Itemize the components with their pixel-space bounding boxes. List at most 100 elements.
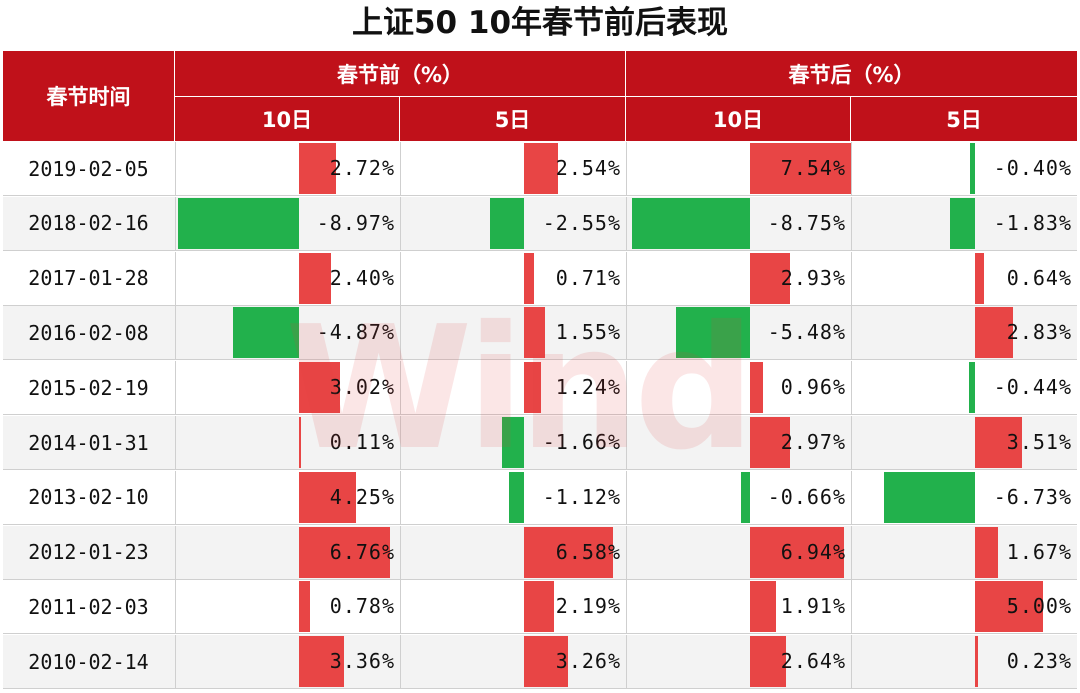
header-before: 春节前（%）: [175, 51, 625, 96]
value-cell: 4.25%: [175, 470, 400, 524]
value-label: 0.96%: [780, 375, 846, 400]
value-label: 3.02%: [329, 375, 395, 400]
value-label: 2.64%: [780, 649, 846, 674]
value-cell: 2.83%: [851, 306, 1077, 360]
table-row: 2018-02-16 -8.97% -2.55% -8.75% -1.83%: [3, 196, 1077, 251]
value-label: 1.91%: [780, 594, 846, 619]
positive-bar: [299, 143, 336, 194]
positive-bar: [750, 636, 786, 688]
positive-bar: [750, 143, 852, 194]
row-date: 2010-02-14: [28, 649, 149, 674]
value-cell: -0.66%: [626, 470, 851, 524]
value-cell: 0.96%: [626, 361, 851, 415]
row-date: 2016-02-08: [28, 320, 149, 345]
value-cell: 6.58%: [400, 525, 626, 579]
value-label: 6.76%: [329, 539, 395, 564]
value-label: -5.48%: [767, 320, 846, 345]
value-cell: -8.75%: [626, 196, 851, 250]
value-label: -6.73%: [993, 484, 1072, 509]
header-before-5d: 5日: [400, 97, 625, 141]
value-cell: 1.55%: [400, 306, 626, 360]
positive-bar: [750, 252, 790, 304]
negative-bar: [233, 307, 299, 359]
row-date: 2018-02-16: [28, 211, 149, 236]
value-cell: 2.40%: [175, 251, 400, 305]
value-cell: 2.72%: [175, 142, 400, 195]
positive-bar: [524, 362, 541, 414]
positive-bar: [299, 526, 391, 578]
positive-bar: [750, 581, 776, 633]
value-cell: -2.55%: [400, 196, 626, 250]
value-cell: 2.97%: [626, 416, 851, 469]
value-cell: 0.64%: [851, 251, 1077, 305]
negative-bar: [508, 471, 524, 523]
value-cell: 5.00%: [851, 580, 1077, 634]
negative-bar: [969, 143, 975, 194]
header-date: 春节时间: [3, 51, 174, 141]
value-label: 0.64%: [1006, 265, 1072, 290]
value-cell: 6.94%: [626, 525, 851, 579]
positive-bar: [524, 307, 545, 359]
value-cell: 2.93%: [626, 251, 851, 305]
positive-bar: [299, 417, 301, 468]
value-label: 6.94%: [780, 539, 846, 564]
value-label: -0.44%: [993, 375, 1072, 400]
value-cell: 1.91%: [626, 580, 851, 634]
value-label: 2.19%: [555, 594, 621, 619]
value-cell: 0.11%: [175, 416, 400, 469]
negative-bar: [676, 307, 750, 359]
value-cell: 0.78%: [175, 580, 400, 634]
value-label: 2.40%: [329, 265, 395, 290]
value-cell: 3.36%: [175, 635, 400, 689]
table-row: 2012-01-23 6.76% 6.58% 6.94% 1.67%: [3, 525, 1077, 580]
value-label: 5.00%: [1006, 594, 1072, 619]
value-cell: -1.12%: [400, 470, 626, 524]
value-cell: -5.48%: [626, 306, 851, 360]
table-row: 2019-02-05 2.72% 2.54% 7.54% -0.40%: [3, 142, 1077, 196]
value-label: 2.97%: [780, 430, 846, 454]
value-label: 2.93%: [780, 265, 846, 290]
value-label: 2.83%: [1006, 320, 1072, 345]
table-row: 2015-02-19 3.02% 1.24% 0.96% -0.44%: [3, 361, 1077, 416]
value-cell: 3.26%: [400, 635, 626, 689]
positive-bar: [750, 417, 791, 468]
value-label: 4.25%: [329, 484, 395, 509]
negative-bar: [741, 471, 750, 523]
positive-bar: [524, 581, 554, 633]
positive-bar: [750, 362, 763, 414]
value-label: 2.54%: [555, 156, 621, 180]
positive-bar: [975, 417, 1023, 468]
negative-bar: [489, 197, 524, 249]
positive-bar: [975, 526, 998, 578]
value-label: -1.12%: [542, 484, 621, 509]
negative-bar: [177, 197, 299, 249]
positive-bar: [975, 307, 1014, 359]
value-label: -8.75%: [767, 210, 846, 235]
row-date: 2012-01-23: [28, 540, 149, 565]
value-label: 0.11%: [329, 430, 395, 454]
value-cell: -6.73%: [851, 470, 1077, 524]
value-cell: -4.87%: [175, 306, 400, 360]
table-row: 2016-02-08 -4.87% 1.55% -5.48% 2.83%: [3, 306, 1077, 361]
value-label: 0.78%: [329, 594, 395, 619]
value-cell: 2.19%: [400, 580, 626, 634]
value-cell: 0.71%: [400, 251, 626, 305]
value-cell: 2.54%: [400, 142, 626, 195]
value-label: 7.54%: [780, 156, 846, 180]
negative-bar: [950, 197, 975, 249]
positive-bar: [299, 252, 332, 304]
header-after-5d: 5日: [851, 97, 1077, 141]
positive-bar: [524, 143, 559, 194]
value-label: 0.71%: [555, 265, 621, 290]
row-date: 2014-01-31: [28, 430, 149, 455]
value-label: -0.40%: [993, 156, 1072, 180]
value-label: -4.87%: [316, 320, 395, 345]
value-label: 0.23%: [1006, 649, 1072, 674]
value-label: 1.67%: [1006, 539, 1072, 564]
negative-bar: [884, 471, 975, 523]
positive-bar: [299, 636, 345, 688]
value-label: -1.66%: [542, 430, 621, 454]
row-date: 2017-01-28: [28, 266, 149, 291]
value-label: 1.24%: [555, 375, 621, 400]
value-label: 6.58%: [555, 539, 621, 564]
